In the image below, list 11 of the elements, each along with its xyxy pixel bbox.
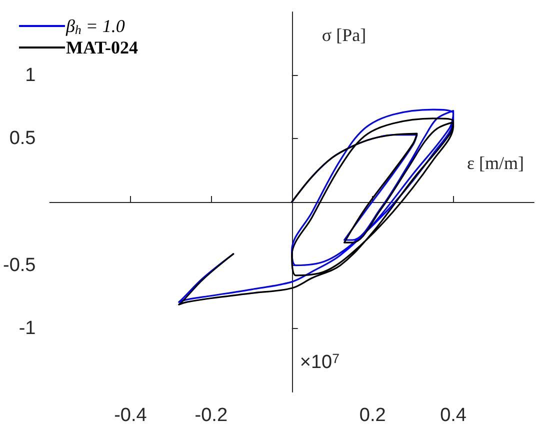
x-tick-label: 0.4 (440, 405, 467, 425)
x-tick-label: 0.2 (359, 405, 386, 425)
x-tick-label: -0.4 (114, 405, 148, 425)
legend-label: MAT-024 (66, 38, 138, 58)
x-tick-label: -0.2 (194, 405, 228, 425)
y-tick-label: -0.5 (2, 254, 36, 276)
x-axis-title: ε [m/m] (466, 153, 524, 173)
y-tick-label: 1 (25, 64, 36, 86)
y-axis-title: σ [Pa] (322, 25, 366, 45)
y-tick-label: 0.5 (9, 128, 36, 150)
y-tick-label: -1 (18, 318, 36, 340)
